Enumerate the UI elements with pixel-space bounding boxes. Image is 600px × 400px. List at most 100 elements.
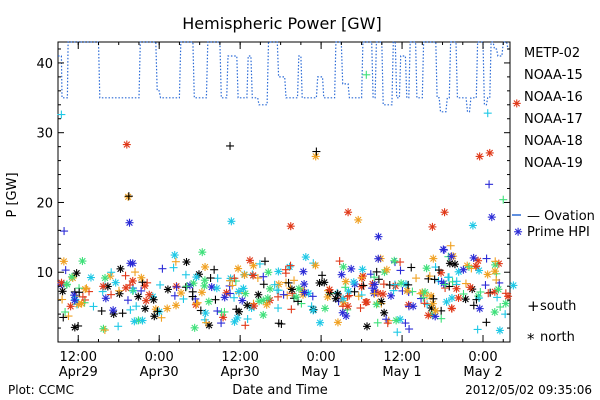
data-point xyxy=(67,272,76,281)
data-point-d2 xyxy=(362,298,370,306)
data-point-d2 xyxy=(295,285,303,292)
data-point xyxy=(126,305,135,314)
data-point xyxy=(234,287,243,296)
data-point xyxy=(260,257,269,266)
data-point-d2 xyxy=(510,282,517,289)
data-point xyxy=(383,319,392,328)
data-point-d2 xyxy=(172,302,180,309)
y-tick-label-30: 30 xyxy=(36,127,53,142)
data-point-d2 xyxy=(392,282,399,290)
data-point-d2 xyxy=(145,291,153,299)
data-point xyxy=(81,285,90,294)
data-point-d2 xyxy=(246,257,254,264)
data-point xyxy=(374,254,383,263)
data-point-d2 xyxy=(344,302,352,310)
data-point-d2 xyxy=(430,255,437,262)
data-point-d2 xyxy=(392,317,400,324)
data-point xyxy=(338,308,347,317)
data-point-d2 xyxy=(275,268,282,275)
data-point xyxy=(408,287,417,296)
footer-plot-credit: Plot: CCMC xyxy=(8,383,74,397)
data-point xyxy=(509,281,518,290)
data-point xyxy=(274,292,283,301)
data-point-d2 xyxy=(321,305,329,312)
x-tick-label-5: 0:00 xyxy=(468,350,497,365)
outlier-point-11-d2 xyxy=(375,233,382,240)
data-point-d2 xyxy=(117,265,124,273)
data-point xyxy=(469,253,478,262)
data-point xyxy=(210,265,219,274)
data-point-d2 xyxy=(102,295,110,302)
data-point-d2 xyxy=(484,271,491,278)
data-point xyxy=(57,278,66,287)
data-point xyxy=(200,276,209,285)
data-point xyxy=(482,254,491,263)
data-point xyxy=(75,288,84,297)
data-point xyxy=(358,265,367,274)
data-point-d2 xyxy=(221,294,228,301)
data-point xyxy=(501,299,510,308)
data-point xyxy=(158,264,167,273)
data-point xyxy=(393,328,402,337)
data-point xyxy=(461,279,470,288)
data-point-d2 xyxy=(342,278,350,285)
outlier-point-23-d2 xyxy=(514,228,522,236)
legend-north-symbol: * xyxy=(527,330,535,348)
x-tick-label-1: 0:00 xyxy=(145,350,174,365)
data-point-d2 xyxy=(437,269,445,277)
data-point xyxy=(157,313,166,322)
data-point xyxy=(100,326,109,335)
legend-south-symbol: + xyxy=(527,297,540,315)
data-point-d2 xyxy=(81,285,89,293)
data-point-d2 xyxy=(150,296,157,303)
y-tick-label-10: 10 xyxy=(36,266,53,281)
outlier-point-1-d2 xyxy=(124,193,132,201)
data-point-d2 xyxy=(231,318,238,326)
data-point xyxy=(396,266,405,275)
outlier-point-24 xyxy=(57,110,66,119)
data-point-d2 xyxy=(73,269,80,277)
data-point-d2 xyxy=(491,267,499,275)
data-point-d2 xyxy=(164,286,172,293)
data-point xyxy=(172,301,181,310)
data-point xyxy=(459,289,468,298)
outlier-point-15 xyxy=(468,221,477,230)
data-point-d2 xyxy=(250,262,257,269)
data-point-d2 xyxy=(363,323,371,330)
data-point xyxy=(494,285,503,294)
data-point-d2 xyxy=(312,262,319,269)
data-point xyxy=(82,284,91,293)
outlier-point-14-d2 xyxy=(441,208,448,216)
data-point xyxy=(134,292,143,301)
data-point xyxy=(63,280,72,289)
data-point xyxy=(107,290,116,299)
data-point-d2 xyxy=(238,297,246,304)
data-point xyxy=(373,318,382,327)
data-point xyxy=(469,301,478,310)
outlier-point-15-d2 xyxy=(469,222,477,229)
data-point xyxy=(238,296,247,305)
data-point xyxy=(454,293,463,302)
data-point xyxy=(382,265,391,274)
data-point xyxy=(245,256,254,265)
data-point-d2 xyxy=(122,284,130,292)
data-point-d2 xyxy=(380,309,388,317)
data-point-d2 xyxy=(371,281,379,288)
data-point-d2 xyxy=(60,258,68,265)
data-point xyxy=(99,282,108,291)
data-point xyxy=(475,304,484,313)
data-point-d2 xyxy=(205,321,213,329)
data-point xyxy=(234,264,243,273)
data-point xyxy=(116,264,125,273)
data-point xyxy=(321,304,330,313)
data-point xyxy=(390,280,399,289)
data-point xyxy=(379,280,388,289)
data-point xyxy=(475,293,484,302)
data-point-d2 xyxy=(432,307,439,314)
outlier-point-17 xyxy=(485,148,494,157)
data-point xyxy=(281,269,290,278)
data-point xyxy=(403,286,412,295)
data-point xyxy=(335,257,344,266)
data-point xyxy=(350,287,359,296)
